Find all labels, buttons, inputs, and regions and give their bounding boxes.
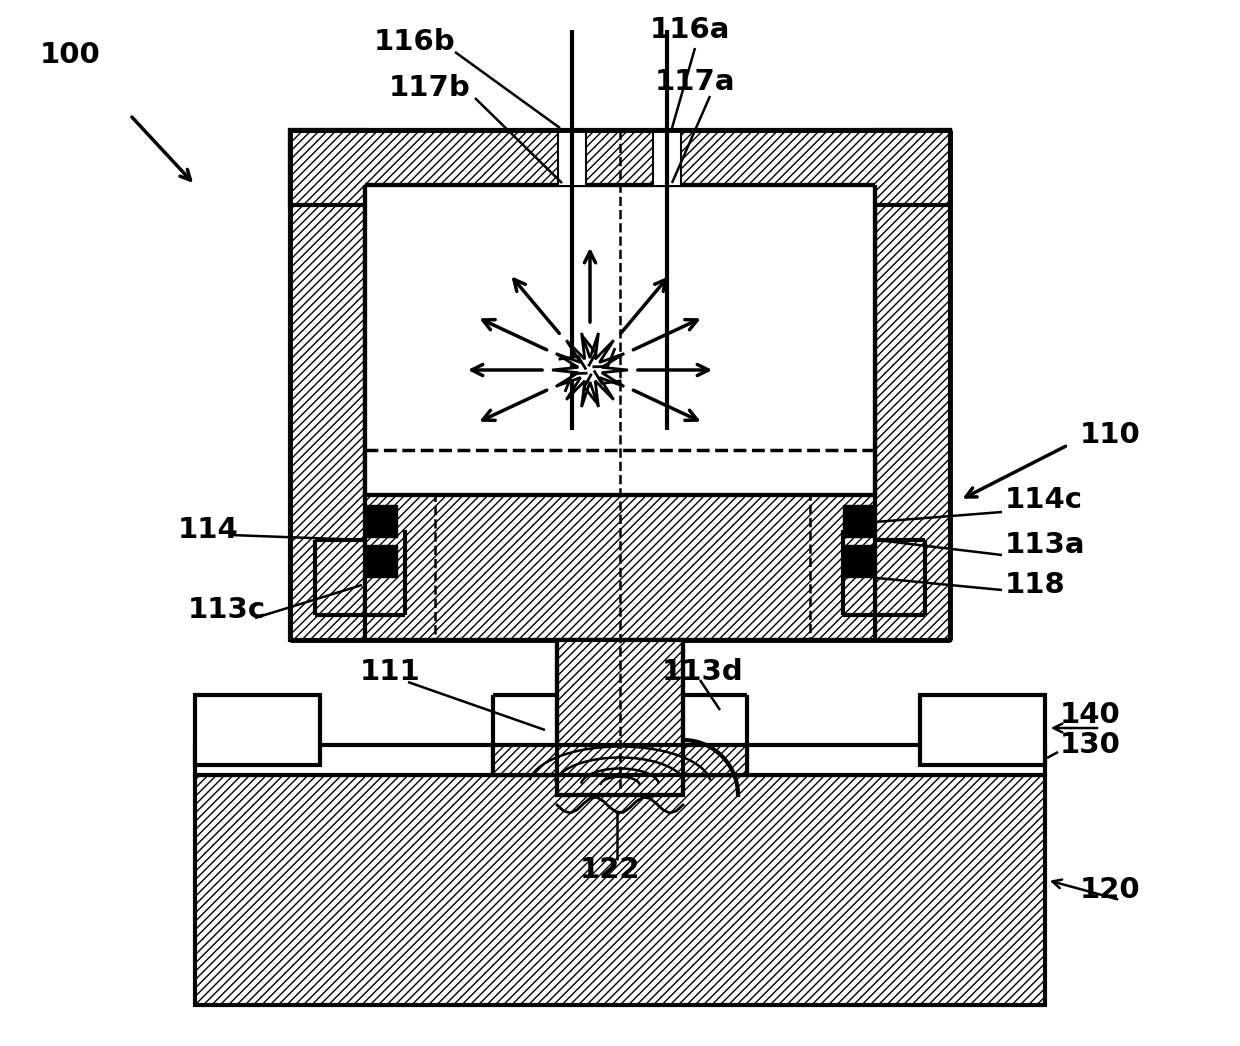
Bar	[494, 745, 746, 775]
Text: 140: 140	[1060, 701, 1121, 729]
Bar	[365, 505, 397, 537]
Polygon shape	[552, 333, 627, 407]
Bar	[290, 130, 950, 205]
Bar	[365, 185, 875, 495]
Bar	[365, 545, 397, 577]
Text: 120: 120	[1080, 876, 1141, 904]
Bar	[875, 130, 950, 640]
Text: 116b: 116b	[374, 28, 456, 56]
Bar	[195, 695, 320, 765]
Bar	[195, 775, 1045, 1005]
Bar	[494, 695, 746, 775]
Bar	[920, 695, 1045, 765]
Bar	[843, 545, 875, 577]
Bar	[557, 640, 683, 795]
Text: 116a: 116a	[650, 16, 730, 44]
Bar	[365, 495, 875, 640]
Text: 111: 111	[360, 658, 420, 686]
Text: 110: 110	[1080, 420, 1141, 449]
Text: 118: 118	[1004, 571, 1065, 599]
Text: 100: 100	[40, 41, 100, 69]
Text: 113a: 113a	[1004, 531, 1085, 559]
Bar	[195, 745, 1045, 775]
Text: 122: 122	[580, 856, 641, 884]
Text: 117b: 117b	[389, 74, 471, 103]
Text: 113c: 113c	[188, 596, 267, 624]
Bar	[558, 130, 587, 185]
Bar	[843, 505, 875, 537]
Text: 113d: 113d	[662, 658, 744, 686]
Text: 114: 114	[179, 516, 239, 544]
Text: 114c: 114c	[1004, 486, 1083, 514]
Bar	[290, 130, 365, 640]
Text: 117a: 117a	[655, 68, 735, 96]
Bar	[653, 130, 681, 185]
Text: 130: 130	[1060, 731, 1121, 759]
Bar	[435, 495, 810, 640]
